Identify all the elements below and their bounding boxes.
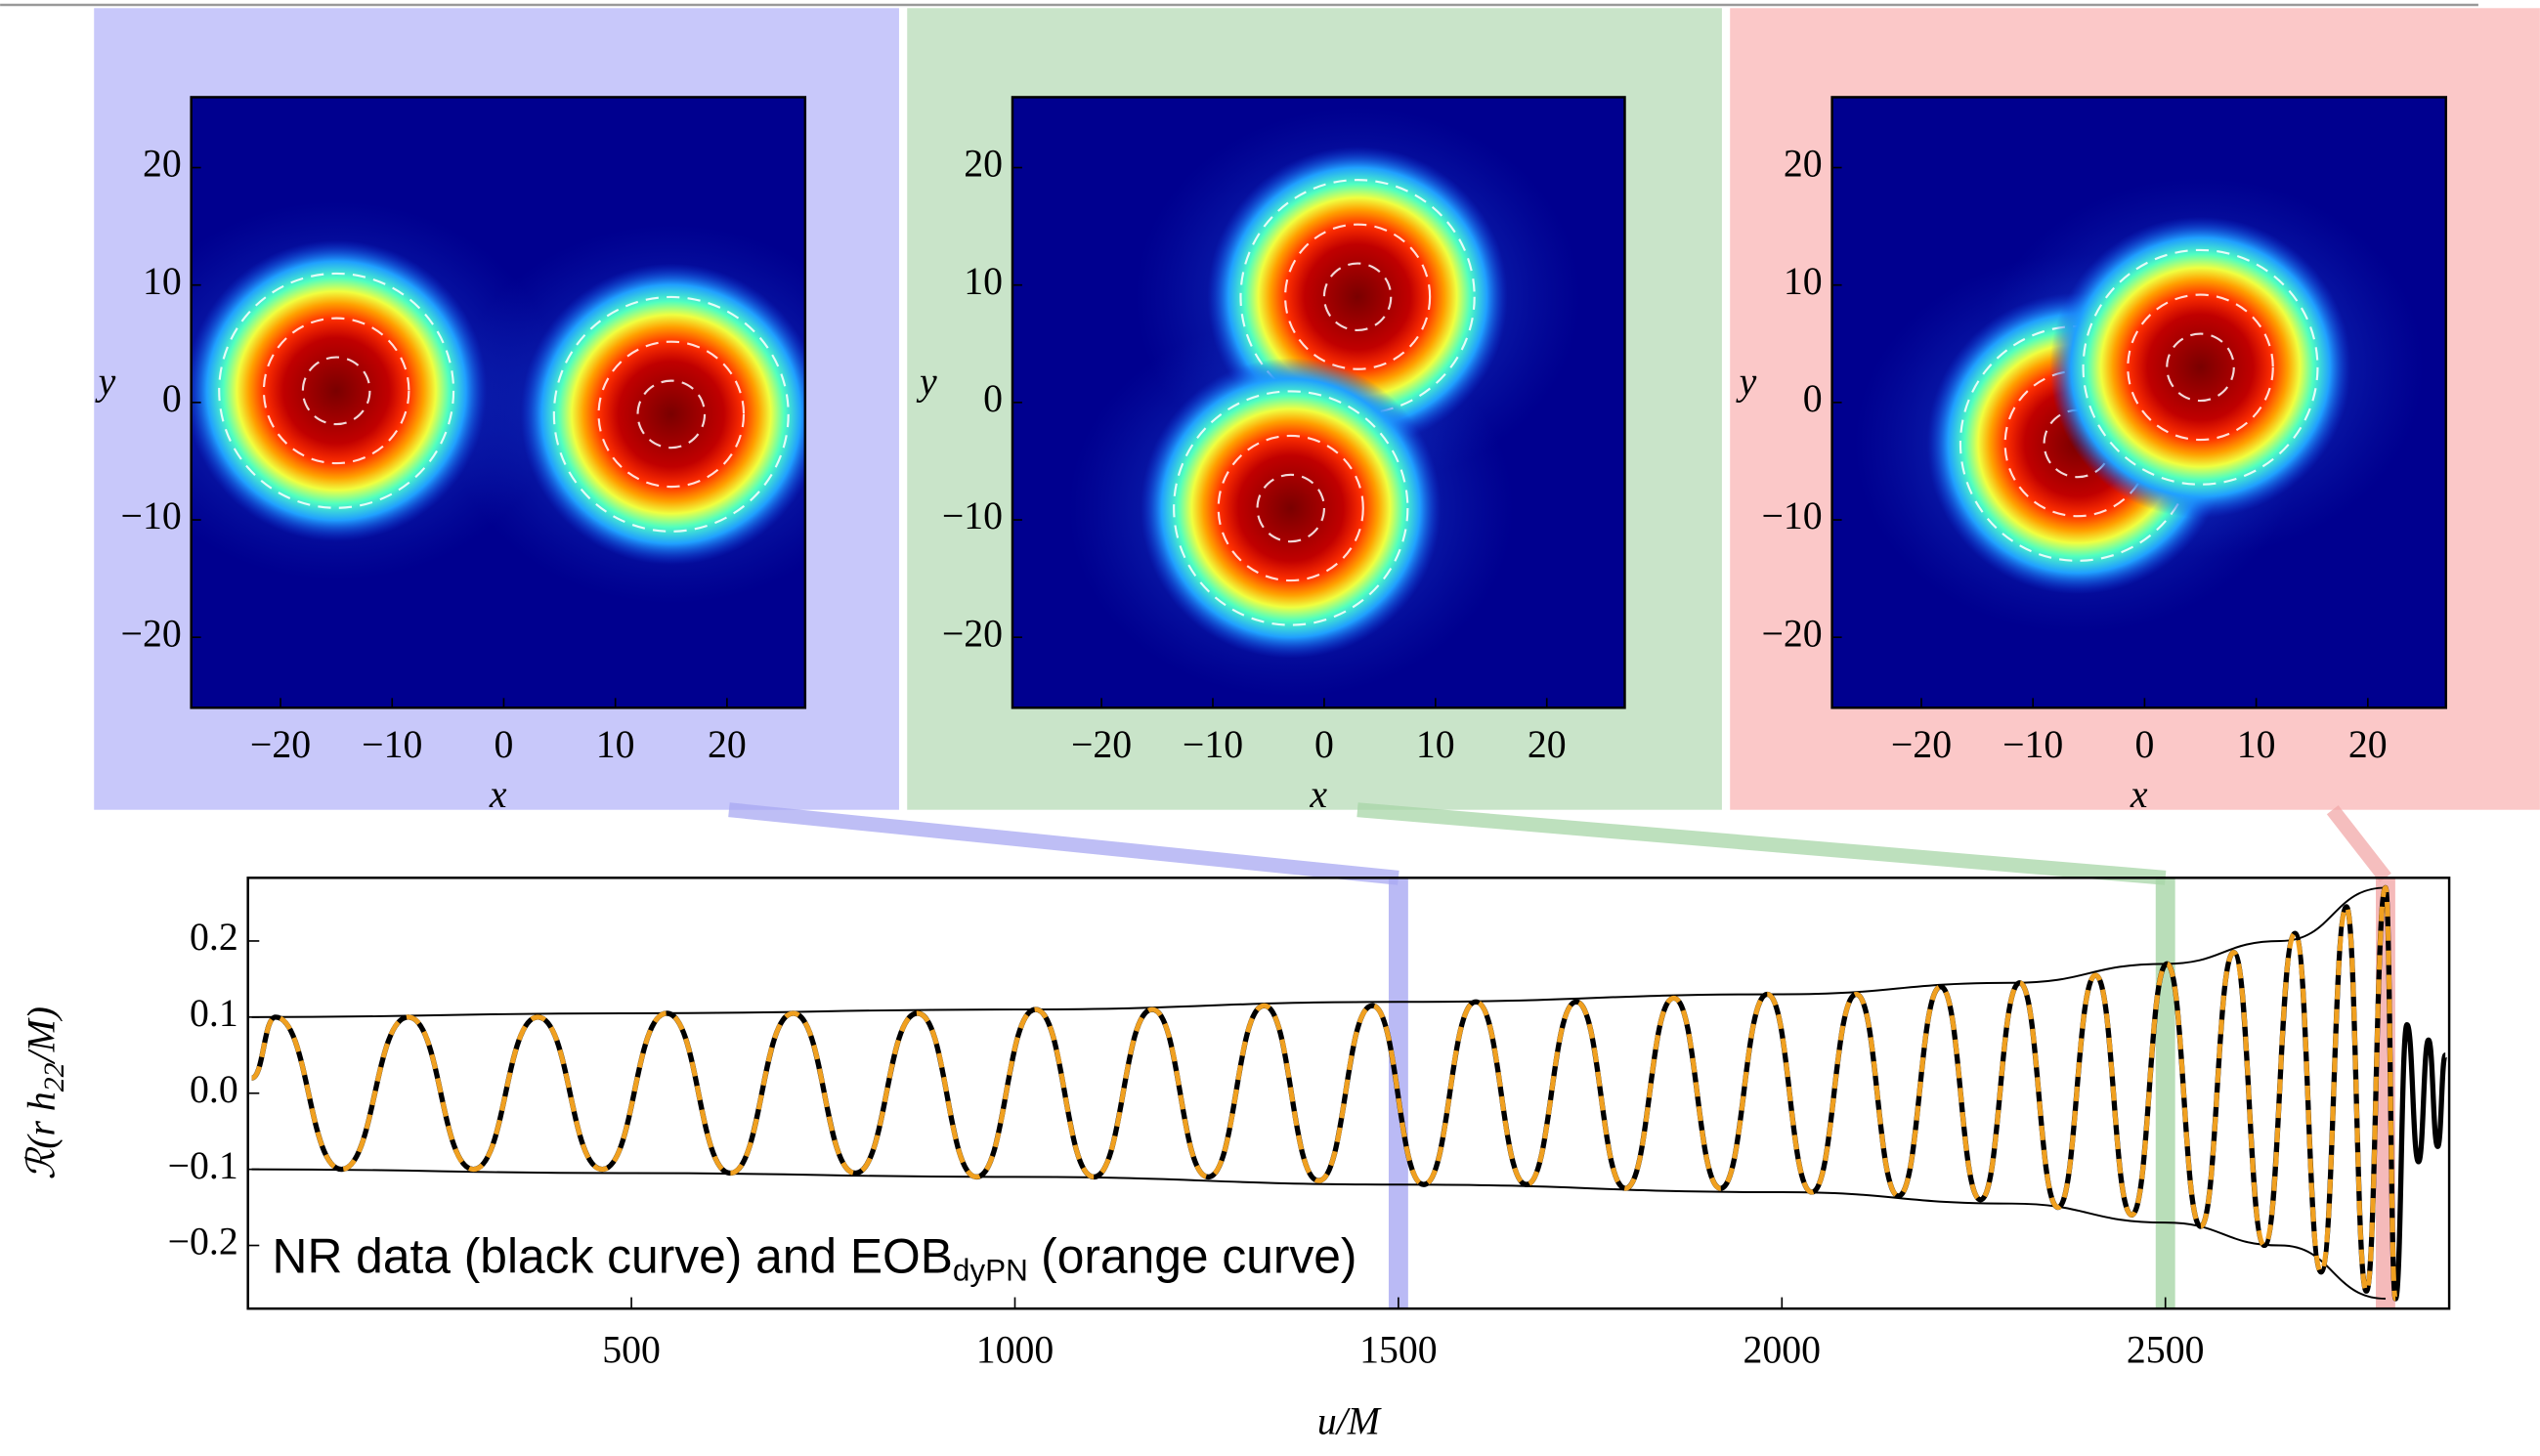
x-tick-label: −10 xyxy=(1183,723,1243,766)
density-blob xyxy=(2049,216,2351,518)
x-tick-label: 2500 xyxy=(2127,1329,2205,1372)
density-blob xyxy=(1140,358,1442,659)
y-tick-label: −20 xyxy=(1761,612,1822,655)
x-tick-label: 0 xyxy=(495,723,514,766)
contour xyxy=(1322,262,1393,331)
density-blob xyxy=(191,239,488,541)
y-tick-label: 20 xyxy=(143,143,182,186)
contour xyxy=(1283,223,1432,370)
x-tick-label: 20 xyxy=(1528,723,1567,766)
y-tick-label: −10 xyxy=(942,494,1003,537)
y-label-main: ℛ(r h xyxy=(21,1092,64,1179)
annotation-sub: dyPN xyxy=(953,1253,1028,1288)
x-tick-label: 0 xyxy=(1314,723,1334,766)
annotation: NR data (black curve) and EOBdyPN (orange… xyxy=(273,1229,1357,1288)
x-tick-label: 20 xyxy=(2348,723,2388,766)
envelope xyxy=(251,1168,2386,1301)
annotation-main: NR data (black curve) and EOB xyxy=(273,1229,953,1284)
y-tick-label: 0 xyxy=(162,377,182,420)
contour xyxy=(1217,434,1364,582)
y-axis-label: ℛ(r h22/M) xyxy=(21,1006,70,1180)
connector xyxy=(728,802,1399,885)
y-tick-label: −0.1 xyxy=(168,1144,238,1187)
x-tick-label: 0 xyxy=(2134,723,2154,766)
x-axis-label: x xyxy=(489,773,507,816)
y-tick-label: −10 xyxy=(1761,494,1822,537)
y-tick-label: −10 xyxy=(121,494,182,537)
x-tick-label: −10 xyxy=(2002,723,2063,766)
y-label-tail: /M) xyxy=(21,1006,64,1064)
contour xyxy=(1239,179,1476,415)
y-tick-label: 10 xyxy=(964,260,1003,303)
y-tick-label: −0.2 xyxy=(168,1220,238,1263)
y-tick-label: 10 xyxy=(143,260,182,303)
y-axis-label: y xyxy=(916,361,937,404)
highlight-band xyxy=(2155,878,2175,1309)
plot-background xyxy=(247,878,2450,1309)
x-tick-label: −20 xyxy=(1071,723,1132,766)
y-tick-label: 10 xyxy=(1784,260,1823,303)
x-tick-label: 10 xyxy=(2237,723,2276,766)
envelope xyxy=(251,886,2386,1018)
heatmap xyxy=(1012,97,1625,708)
y-tick-label: 0 xyxy=(1803,377,1823,420)
x-tick-label: −20 xyxy=(250,723,311,766)
x-tick-label: 1500 xyxy=(1359,1329,1438,1372)
x-axis-label: x xyxy=(2130,773,2148,816)
y-tick-label: −20 xyxy=(942,612,1003,655)
density-blob xyxy=(520,263,805,566)
y-label-sub: 22 xyxy=(38,1062,70,1092)
connector xyxy=(1356,802,2167,885)
connector xyxy=(2326,805,2391,882)
x-axis-label: x xyxy=(1309,773,1327,816)
heatmap xyxy=(1831,97,2446,708)
contour xyxy=(301,356,371,426)
y-tick-label: 0.1 xyxy=(190,992,238,1035)
x-tick-label: 1000 xyxy=(976,1329,1055,1372)
y-tick-label: 20 xyxy=(964,143,1003,186)
contour xyxy=(2082,248,2319,486)
y-tick-label: 0.2 xyxy=(190,916,238,959)
x-tick-label: 10 xyxy=(596,723,635,766)
contour xyxy=(2127,293,2274,442)
contour xyxy=(597,340,746,489)
contour xyxy=(1173,390,1409,626)
waveform xyxy=(250,884,2398,1302)
y-tick-label: 20 xyxy=(1784,143,1823,186)
contour xyxy=(552,295,790,533)
y-axis-label: y xyxy=(1736,361,1757,404)
x-tick-label: 20 xyxy=(708,723,747,766)
x-axis-label: u/M xyxy=(1317,1400,1382,1443)
y-tick-label: 0.0 xyxy=(190,1068,238,1111)
y-axis-label: y xyxy=(95,361,116,404)
x-tick-label: 2000 xyxy=(1744,1329,1822,1372)
x-tick-label: −20 xyxy=(1891,723,1952,766)
y-tick-label: 0 xyxy=(983,377,1003,420)
y-tick-label: −20 xyxy=(121,612,182,655)
x-tick-label: −10 xyxy=(362,723,422,766)
contour xyxy=(636,379,707,450)
x-tick-label: 10 xyxy=(1416,723,1455,766)
annotation-tail: (orange curve) xyxy=(1041,1229,1356,1284)
curves xyxy=(250,884,2448,1302)
contour xyxy=(262,317,410,465)
heatmap xyxy=(191,97,805,708)
x-tick-label: 500 xyxy=(602,1329,661,1372)
contour xyxy=(218,272,455,509)
